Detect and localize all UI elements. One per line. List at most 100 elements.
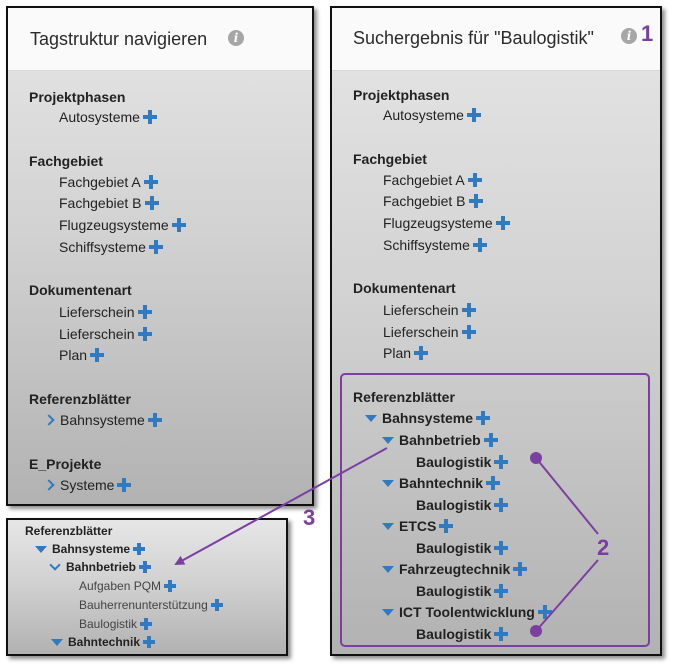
tag-item-collapsed[interactable]: Systeme [43,477,132,493]
plus-icon[interactable] [472,238,487,252]
plus-icon[interactable] [513,562,528,576]
triangle-down-icon[interactable] [382,608,394,616]
callout-number-2: 2 [597,535,610,560]
panel-title: Suchergebnis für "Baulogistik" [353,28,594,48]
plus-icon[interactable] [133,543,146,555]
panel-header: Tagstruktur navigieren i [8,8,312,71]
plus-icon[interactable] [143,636,156,648]
plus-icon[interactable] [486,476,501,490]
info-icon[interactable]: i [228,30,244,46]
tag-item[interactable]: Lieferschein [383,324,476,340]
group-label-projektphasen: Projektphasen [29,89,126,105]
plus-icon[interactable] [210,599,223,611]
plus-icon[interactable] [494,541,509,555]
tree-leaf[interactable]: Baulogistik [416,497,509,513]
plus-icon[interactable] [117,478,132,492]
group-label-fachgebiet: Fachgebiet [353,151,427,167]
panel-title: Tagstruktur navigieren [30,29,208,49]
inset-group-label: Referenzblätter [25,524,113,538]
plus-icon[interactable] [461,303,476,317]
plus-icon[interactable] [164,580,177,592]
tag-item[interactable]: Fachgebiet A [383,172,482,188]
tag-item[interactable]: Fachgebiet B [383,193,483,209]
tree-node[interactable]: Bahntechnik [382,475,501,491]
tree-node[interactable]: Bahnsysteme [35,542,146,556]
tree-leaf[interactable]: Baulogistik [416,540,509,556]
group-label-projektphasen: Projektphasen [353,87,450,103]
tree-node[interactable]: Bahnsysteme [365,410,491,426]
triangle-down-icon[interactable] [382,522,394,530]
triangle-down-icon[interactable] [382,565,394,573]
tag-item[interactable]: Plan [383,345,429,361]
group-label-fachgebiet: Fachgebiet [29,153,103,169]
tag-item[interactable]: Flugzeugsysteme [383,215,510,231]
group-label-dokumentenart: Dokumentenart [353,280,456,296]
result-highlight-box [340,373,650,647]
callout-number-3: 3 [303,505,316,530]
chevron-right-icon[interactable] [43,479,55,491]
info-icon[interactable]: i [621,28,637,44]
triangle-down-icon[interactable] [382,479,394,487]
plus-icon[interactable] [90,348,105,362]
tag-item[interactable]: Schiffsysteme [383,237,487,253]
plus-icon[interactable] [494,584,509,598]
plus-icon[interactable] [140,618,153,630]
plus-icon[interactable] [148,240,163,254]
tree-node[interactable]: Bahnbetrieb [382,432,498,448]
callout-number-1: 1 [641,21,654,46]
plus-icon[interactable] [144,196,159,210]
plus-icon[interactable] [142,110,157,124]
plus-icon[interactable] [468,194,483,208]
triangle-down-icon[interactable] [35,545,47,553]
group-label-dokumentenart: Dokumentenart [29,282,132,298]
tag-item[interactable]: Lieferschein [59,326,152,342]
tag-item[interactable]: Schiffsysteme [59,239,163,255]
group-label-e-projekte: E_Projekte [29,456,102,472]
group-label-referenzblaetter: Referenzblätter [29,391,131,407]
tag-item[interactable]: Plan [59,347,105,363]
tree-node[interactable]: Fahrzeugtechnik [382,561,528,577]
plus-icon[interactable] [494,627,509,641]
plus-icon[interactable] [476,411,491,425]
plus-icon[interactable] [494,498,509,512]
triangle-down-icon[interactable] [382,436,394,444]
tag-item-collapsed[interactable]: Bahnsysteme [43,412,162,428]
tag-item[interactable]: Lieferschein [59,304,152,320]
panel-header: Suchergebnis für "Baulogistik" i [332,8,660,71]
plus-icon[interactable] [461,325,476,339]
tree-node[interactable]: Bahntechnik [51,635,156,649]
chevron-right-icon[interactable] [43,414,55,426]
plus-icon[interactable] [171,218,186,232]
tree-leaf[interactable]: Bauherrenunterstützung [79,598,223,612]
plus-icon[interactable] [467,173,482,187]
tag-item[interactable]: Lieferschein [383,302,476,318]
tree-leaf[interactable]: Baulogistik [416,454,509,470]
tree-leaf[interactable]: Baulogistik [79,617,153,631]
plus-icon[interactable] [466,108,481,122]
plus-icon[interactable] [139,561,152,573]
expanded-tree-inset: Referenzblätter Bahnsysteme Bahnbetrieb … [6,518,288,656]
tree-leaf[interactable]: Baulogistik [416,583,509,599]
tree-leaf[interactable]: Aufgaben PQM [79,579,177,593]
triangle-down-icon[interactable] [365,414,377,422]
tag-item[interactable]: Autosysteme [383,107,481,123]
plus-icon[interactable] [143,175,158,189]
triangle-down-icon[interactable] [51,638,63,646]
tree-node[interactable]: ETCS [382,518,454,534]
tag-item[interactable]: Flugzeugsysteme [59,217,186,233]
plus-icon[interactable] [137,327,152,341]
tree-leaf[interactable]: Baulogistik [416,626,509,642]
plus-icon[interactable] [494,455,509,469]
tag-item[interactable]: Fachgebiet A [59,174,158,190]
plus-icon[interactable] [439,519,454,533]
plus-icon[interactable] [495,216,510,230]
tag-item[interactable]: Autosysteme [59,109,157,125]
tag-navigation-panel: Tagstruktur navigieren i Projektphasen A… [6,6,314,506]
plus-icon[interactable] [414,346,429,360]
chevron-down-icon[interactable] [49,559,61,571]
tree-node[interactable]: Bahnbetrieb [49,559,152,574]
plus-icon[interactable] [483,433,498,447]
plus-icon[interactable] [137,305,152,319]
tag-item[interactable]: Fachgebiet B [59,195,159,211]
plus-icon[interactable] [147,413,162,427]
